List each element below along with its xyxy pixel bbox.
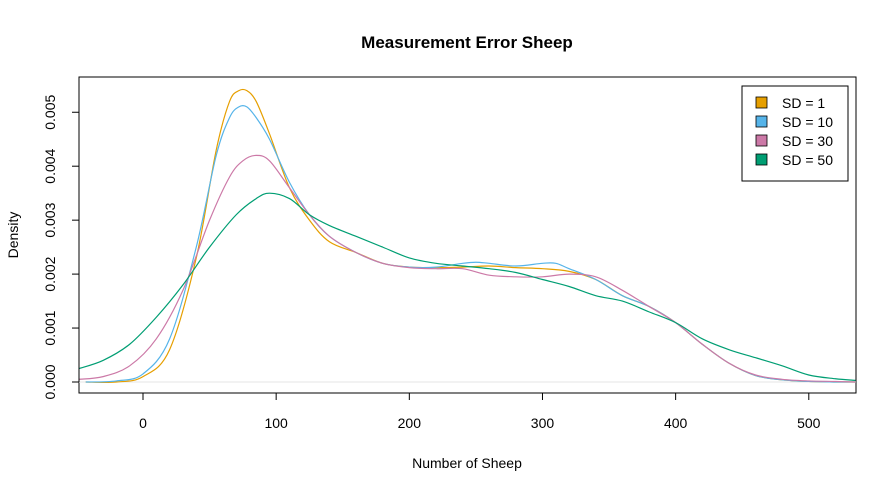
legend-label: SD = 1 [782,95,825,111]
x-tick-label: 300 [531,415,555,431]
y-tick-label: 0.000 [42,364,58,399]
y-axis: 0.000 0.001 0.002 0.003 0.004 0.005 [42,95,80,400]
x-tick-label: 0 [139,415,147,431]
y-tick-label: 0.005 [42,95,58,130]
x-tick-label: 200 [398,415,422,431]
plot-frame [78,76,857,394]
series-layer [79,88,856,383]
y-tick-label: 0.001 [42,310,58,345]
series-line-3 [79,154,856,383]
x-tick-label: 500 [797,415,821,431]
legend-swatch [755,134,768,147]
y-axis-label: Density [5,212,21,259]
series-line-4 [79,192,856,381]
x-tick-label: 100 [264,415,288,431]
x-axis-label: Number of Sheep [412,455,522,471]
legend-label: SD = 10 [782,114,833,130]
series-line-1 [85,88,856,383]
legend-swatch [755,115,768,128]
x-tick-label: 400 [664,415,688,431]
legend-label: SD = 50 [782,152,833,168]
y-tick-label: 0.003 [42,202,58,237]
x-axis: 0 100 200 300 400 500 [139,392,821,431]
y-tick-label: 0.002 [42,256,58,291]
legend-label: SD = 30 [782,133,833,149]
chart-title: Measurement Error Sheep [361,33,573,52]
legend: SD = 1 SD = 10 SD = 30 SD = 50 [741,85,849,182]
y-tick-label: 0.004 [42,148,58,183]
legend-swatch [755,96,768,109]
legend-swatch [755,153,768,166]
